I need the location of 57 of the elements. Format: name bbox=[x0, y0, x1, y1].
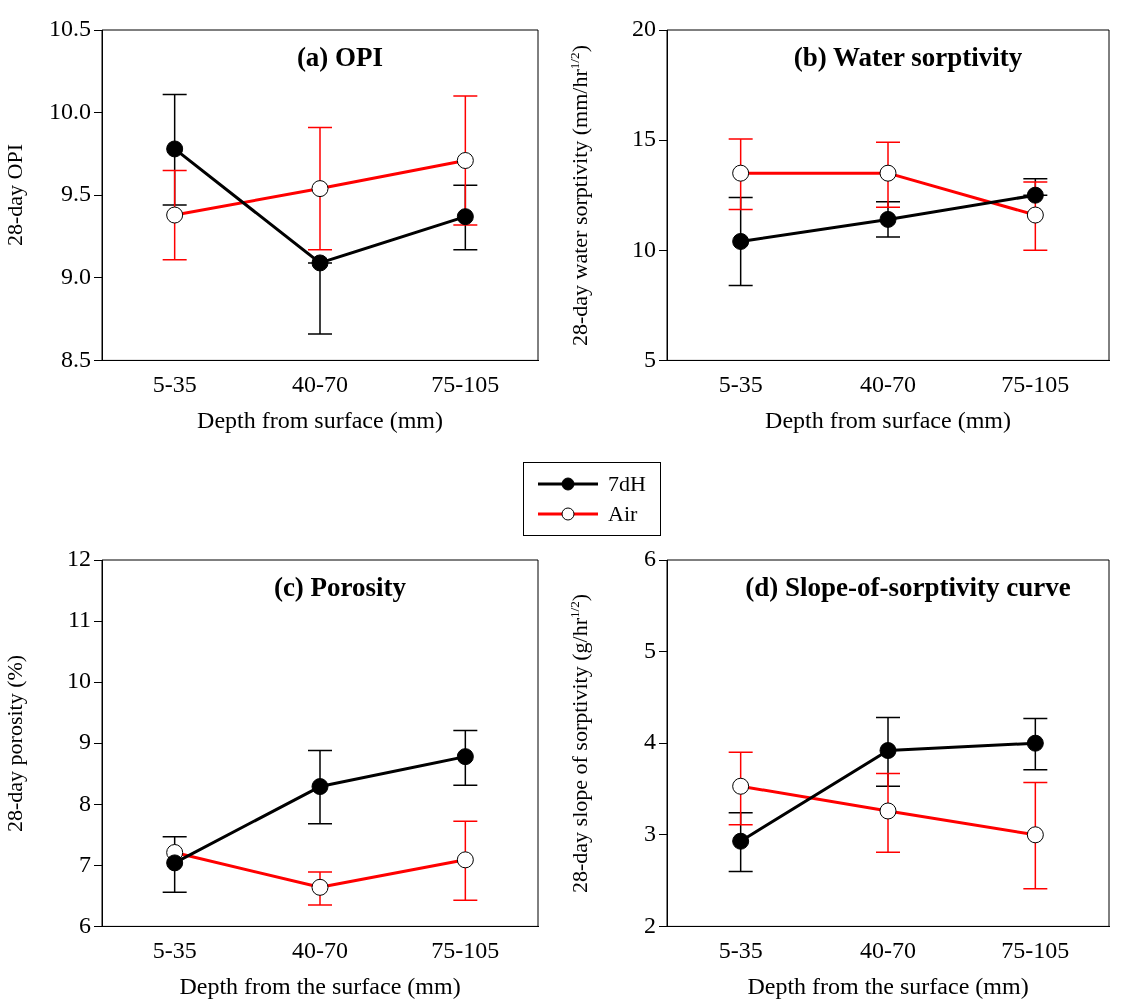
y-tick-label: 10.5 bbox=[49, 15, 91, 42]
y-axis-title: 28-day porosity (%) bbox=[2, 654, 28, 832]
x-tick-label: 75-105 bbox=[1001, 371, 1070, 398]
point bbox=[311, 778, 329, 796]
y-tick-label: 9 bbox=[79, 728, 91, 755]
x-axis-title: Depth from the surface (mm) bbox=[747, 972, 1029, 999]
y-tick-label: 20 bbox=[632, 15, 656, 42]
point bbox=[879, 742, 897, 760]
y-tick-label: 8.5 bbox=[61, 345, 91, 372]
y-tick-label: 2 bbox=[644, 911, 656, 938]
point bbox=[1026, 186, 1044, 204]
y-tick-label: 9.5 bbox=[61, 180, 91, 207]
x-tick-label: 40-70 bbox=[292, 371, 348, 398]
x-tick-label: 5-35 bbox=[152, 371, 197, 398]
chart-title: (c) Porosity bbox=[273, 572, 407, 603]
x-tick-label: 75-105 bbox=[431, 937, 500, 964]
x-tick-label: 75-105 bbox=[1001, 937, 1070, 964]
legend-label: Air bbox=[608, 501, 638, 527]
point bbox=[166, 854, 184, 872]
y-axis-title: 28-day OPI bbox=[2, 144, 28, 247]
x-tick-label: 40-70 bbox=[292, 937, 348, 964]
x-axis-title: Depth from the surface (mm) bbox=[179, 972, 461, 999]
y-tick-label: 5 bbox=[644, 636, 656, 663]
y-tick-label: 15 bbox=[632, 125, 656, 152]
point bbox=[456, 208, 474, 226]
chart-title: (a) OPI bbox=[296, 42, 384, 73]
chart-title: (b) Water sorptivity bbox=[793, 42, 1023, 73]
y-tick-label: 12 bbox=[67, 545, 91, 572]
x-axis-title: Depth from surface (mm) bbox=[197, 406, 443, 433]
y-tick-label: 10.0 bbox=[49, 97, 91, 124]
y-tick-label: 10 bbox=[67, 667, 91, 694]
legend-label: 7dH bbox=[608, 471, 646, 497]
point bbox=[311, 254, 329, 272]
x-tick-label: 5-35 bbox=[718, 371, 763, 398]
y-tick-label: 4 bbox=[644, 728, 656, 755]
x-tick-label: 40-70 bbox=[860, 937, 916, 964]
y-tick-label: 6 bbox=[644, 545, 656, 572]
point bbox=[732, 232, 750, 250]
y-tick-label: 10 bbox=[632, 235, 656, 262]
point bbox=[456, 748, 474, 766]
x-tick-label: 75-105 bbox=[431, 371, 500, 398]
y-tick-label: 3 bbox=[644, 820, 656, 847]
point bbox=[732, 832, 750, 850]
y-tick-label: 8 bbox=[79, 789, 91, 816]
x-tick-label: 40-70 bbox=[860, 371, 916, 398]
y-tick-label: 5 bbox=[644, 345, 656, 372]
x-axis-title: Depth from surface (mm) bbox=[765, 406, 1011, 433]
chart-title: (d) Slope-of-sorptivity curve bbox=[745, 572, 1071, 603]
point bbox=[166, 140, 184, 158]
x-tick-label: 5-35 bbox=[152, 937, 197, 964]
x-tick-label: 5-35 bbox=[718, 937, 763, 964]
point bbox=[879, 210, 897, 228]
point bbox=[1026, 734, 1044, 752]
y-tick-label: 9.0 bbox=[61, 263, 91, 290]
y-tick-label: 6 bbox=[79, 911, 91, 938]
y-tick-label: 11 bbox=[67, 606, 91, 633]
y-tick-label: 7 bbox=[79, 850, 91, 877]
